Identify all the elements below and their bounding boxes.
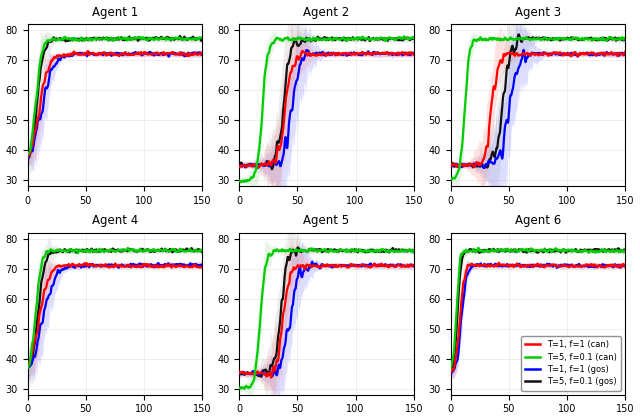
Title: Agent 3: Agent 3 [515, 5, 561, 18]
Title: Agent 1: Agent 1 [92, 5, 138, 18]
Title: Agent 6: Agent 6 [515, 214, 561, 227]
Title: Agent 2: Agent 2 [303, 5, 349, 18]
Legend: T=1, f=1 (can), T=5, f=0.1 (can), T=1, f=1 (gos), T=5, f=0.1 (gos): T=1, f=1 (can), T=5, f=0.1 (can), T=1, f… [521, 336, 621, 391]
Title: Agent 5: Agent 5 [303, 214, 349, 227]
Title: Agent 4: Agent 4 [92, 214, 138, 227]
